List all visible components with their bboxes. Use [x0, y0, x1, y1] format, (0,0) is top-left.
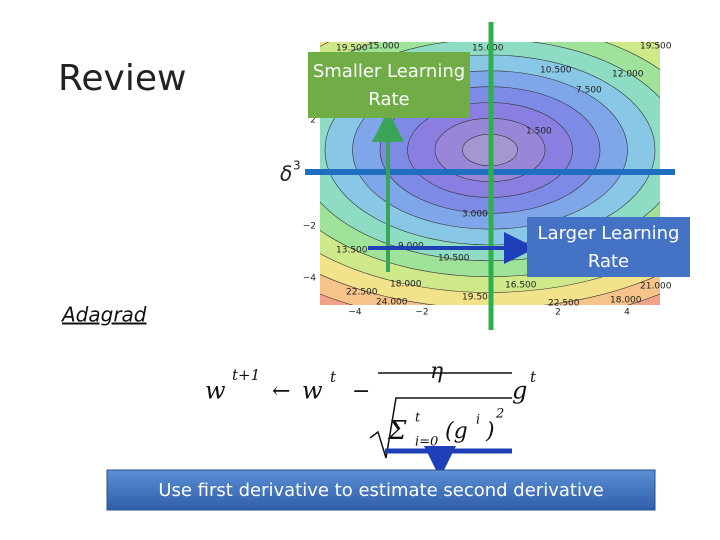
- formula-token: i=0: [415, 435, 438, 450]
- contour-label: 18.000: [390, 280, 422, 290]
- x-tick-label: −4: [348, 308, 362, 318]
- contour-label: 13.500: [336, 246, 368, 256]
- formula-token: ): [485, 419, 495, 444]
- slide-title: Review: [58, 58, 186, 99]
- formula-token: (g: [445, 419, 468, 444]
- formula-token: i: [476, 413, 480, 428]
- contour-label: 19.500: [640, 42, 672, 52]
- callout-box: [527, 217, 690, 277]
- y-tick-label: −2: [303, 222, 316, 232]
- x-tick-label: 2: [555, 308, 561, 318]
- contour-label: 10.500: [540, 66, 572, 76]
- callout-text: Larger Learning Rate: [537, 223, 680, 272]
- contour-label: 3.000: [462, 210, 488, 220]
- contour-label: 12.000: [612, 70, 644, 80]
- contour-label: 21.000: [640, 282, 672, 292]
- callout-text: Smaller Learning Rate: [312, 61, 466, 110]
- contour-label: 16.500: [505, 281, 537, 291]
- formula-token: w: [205, 377, 226, 405]
- banner-text: Use first derivative to estimate second …: [158, 480, 603, 501]
- contour-label: 22.500: [346, 288, 378, 298]
- formula-token: t: [530, 368, 537, 386]
- x-tick-label: −2: [415, 308, 428, 318]
- formula-token: η: [430, 359, 443, 384]
- contour-label: 19.500: [462, 293, 494, 303]
- y-tick-label: −4: [303, 274, 317, 284]
- formula-token: t: [330, 368, 337, 386]
- contour-label: 15.000: [472, 44, 504, 54]
- formula-token: t: [415, 411, 421, 426]
- formula-token: g: [512, 377, 527, 405]
- formula-token: 2: [495, 407, 504, 422]
- contour-label: 1.500: [526, 127, 552, 137]
- contour-label: 18.000: [610, 296, 642, 306]
- contour-label: 19.500: [336, 44, 368, 54]
- contour-label: 15.000: [368, 42, 400, 52]
- contour-label: 22.500: [548, 299, 580, 309]
- subtitle: Adagrad: [60, 303, 147, 327]
- formula-token: t+1: [232, 366, 260, 384]
- formula-token: ←: [272, 379, 290, 404]
- callout-box: [308, 52, 470, 118]
- x-tick-label: 4: [624, 308, 630, 318]
- contour-label: 24.000: [376, 298, 408, 308]
- formula: wt+1← w t−ηΣ ti=0 (g i)2g t: [205, 359, 537, 450]
- sqrt-sign: [369, 397, 512, 459]
- y-tick-label: 2: [310, 116, 316, 126]
- formula-token: −: [352, 379, 370, 404]
- contour-label: 7.500: [576, 86, 602, 96]
- axis-label-sup: 3: [293, 159, 301, 173]
- axis-label: δ: [280, 162, 292, 186]
- banner: [106, 469, 656, 511]
- contour-label: 10.500: [438, 254, 470, 264]
- formula-token: w: [302, 377, 323, 405]
